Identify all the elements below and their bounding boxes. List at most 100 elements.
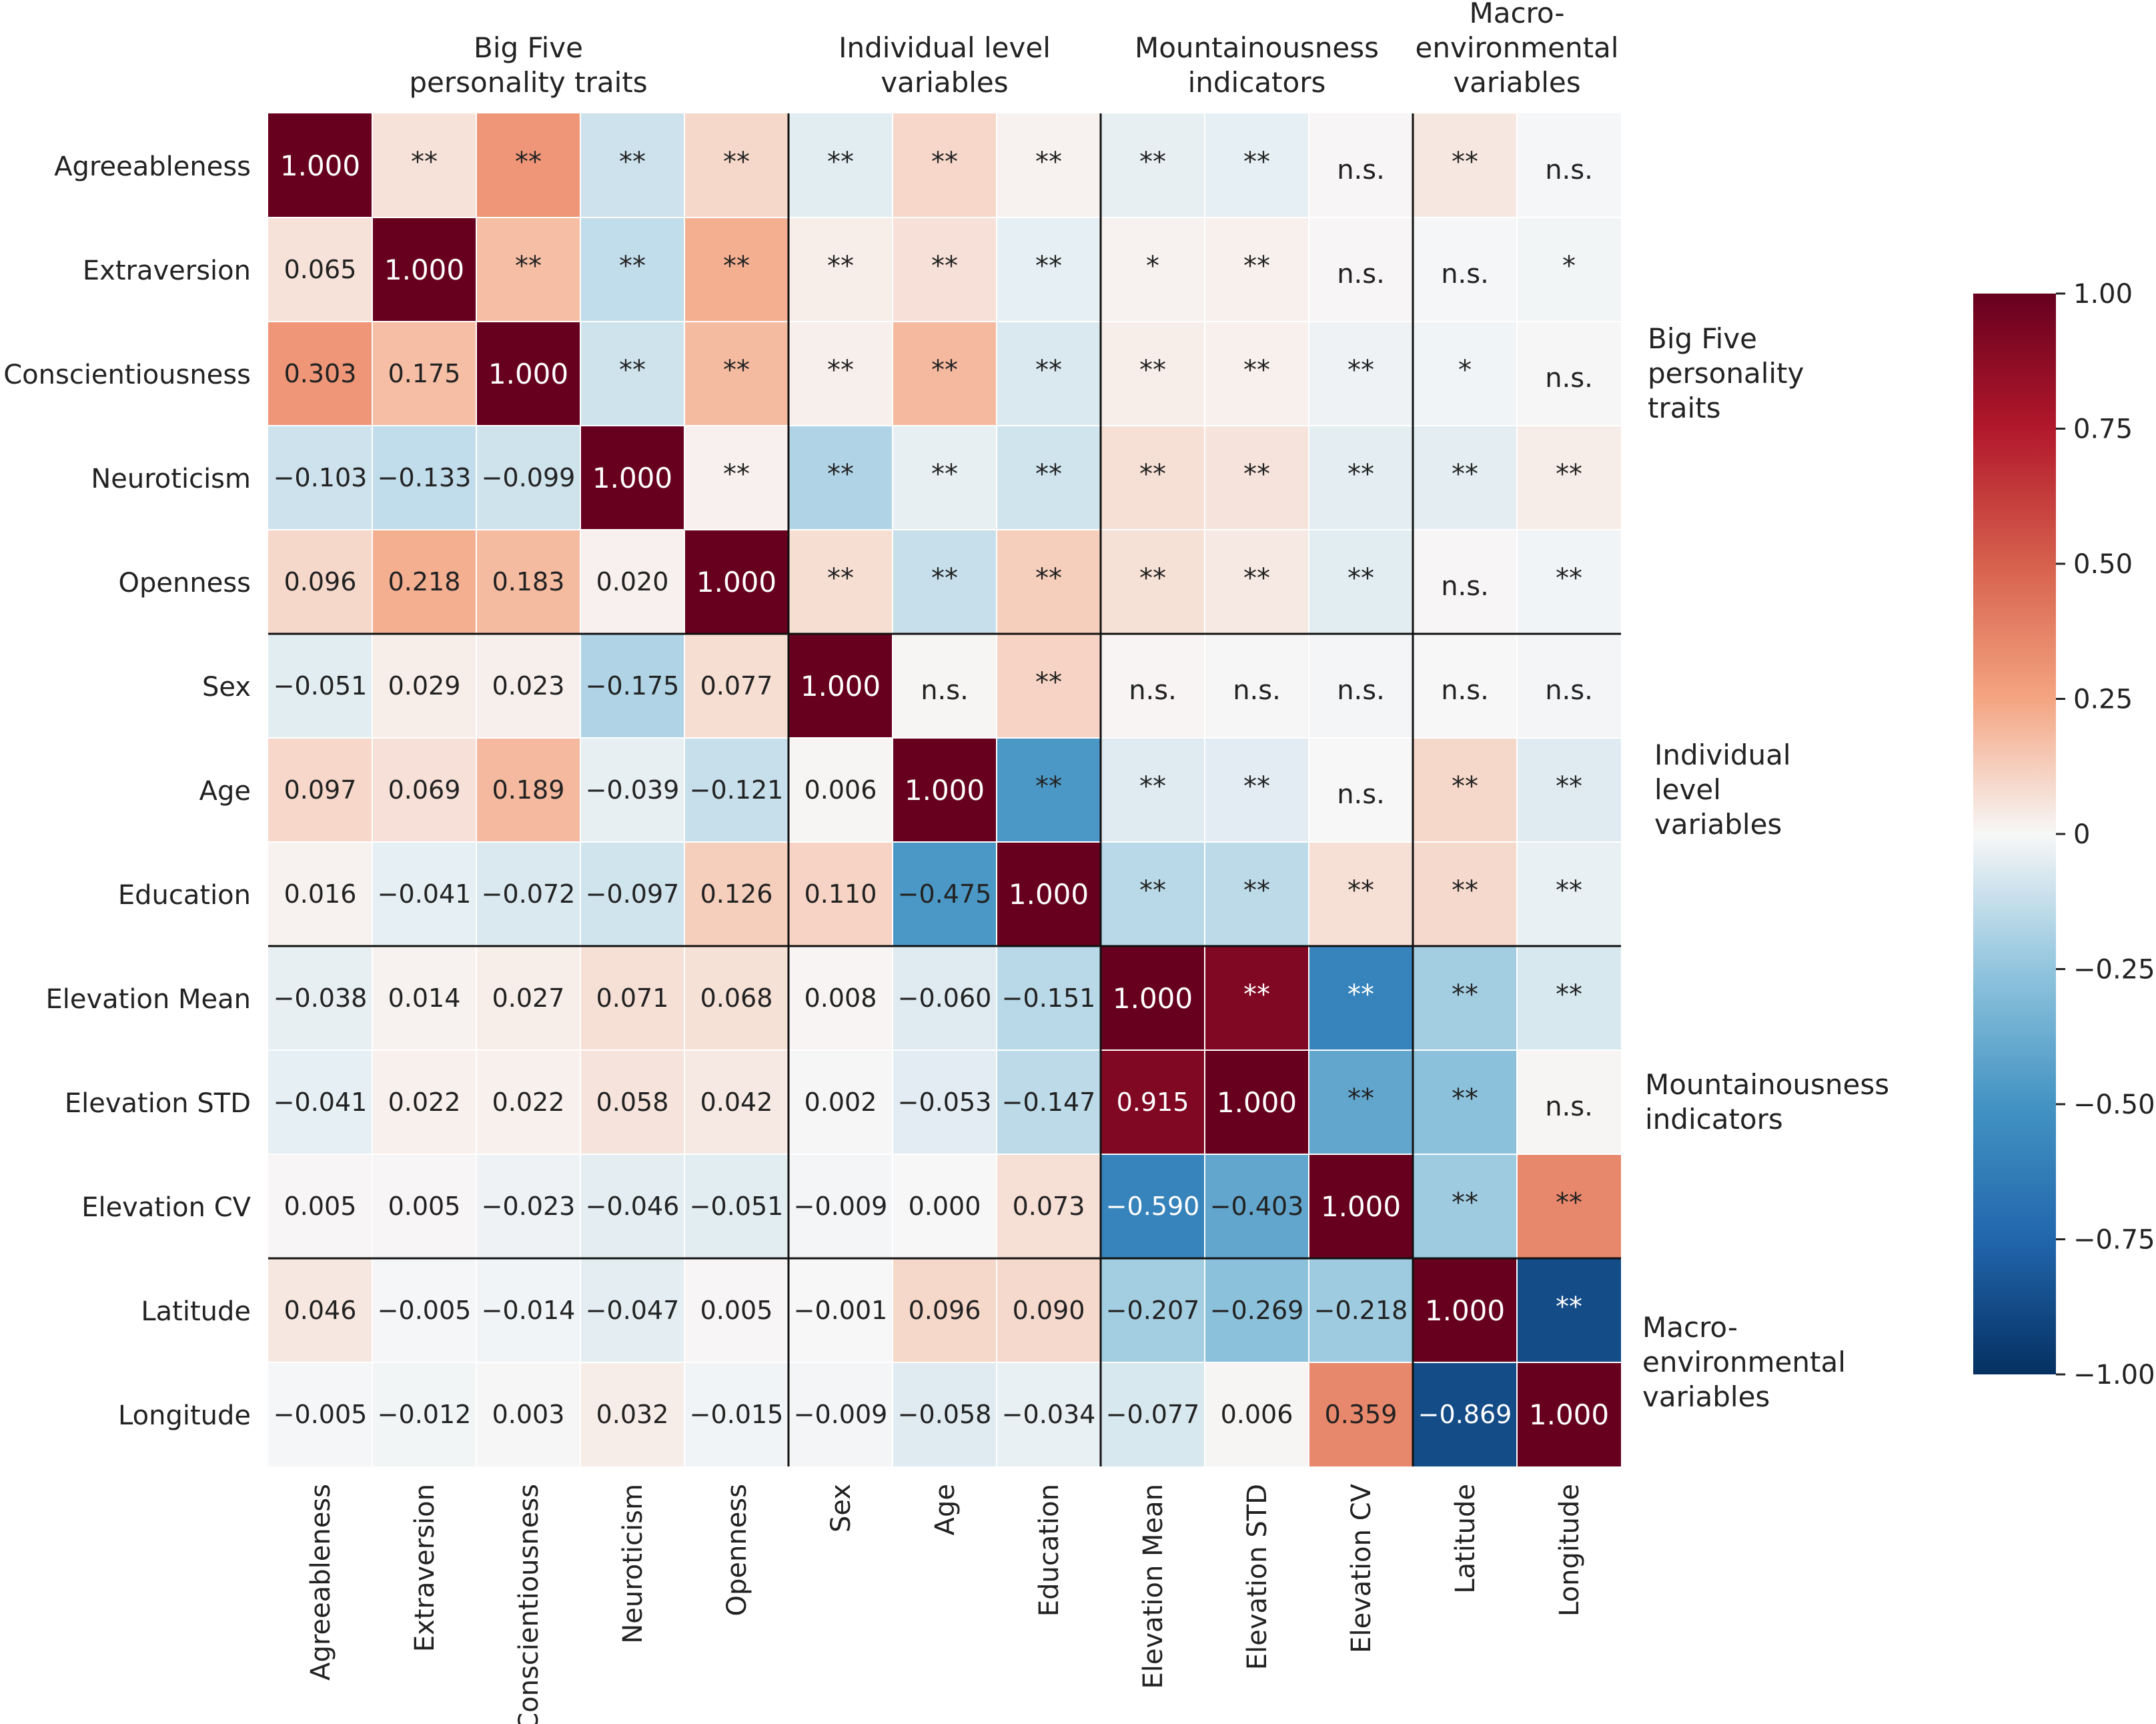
heatmap-cell bbox=[684, 842, 788, 946]
significance-label: n.s. bbox=[1337, 675, 1385, 706]
correlation-value: 0.183 bbox=[492, 567, 565, 596]
correlation-value: −0.207 bbox=[1106, 1296, 1200, 1325]
heatmap-cell bbox=[1309, 426, 1413, 530]
significance-label: ** bbox=[1556, 563, 1582, 594]
colorbar-tick-label: 0.75 bbox=[2073, 414, 2133, 445]
heatmap-cell bbox=[1101, 1258, 1205, 1362]
heatmap-cell bbox=[1517, 218, 1621, 322]
correlation-value: −0.009 bbox=[794, 1192, 888, 1221]
heatmap-cell bbox=[372, 842, 476, 946]
heatmap-cell bbox=[1517, 113, 1621, 218]
significance-label: ** bbox=[1139, 771, 1166, 802]
column-label: Sex bbox=[826, 1484, 857, 1533]
correlation-value: −0.103 bbox=[274, 463, 368, 492]
heatmap-cell bbox=[1101, 842, 1205, 946]
heatmap-cell bbox=[788, 1258, 893, 1362]
heatmap-cell bbox=[893, 738, 997, 842]
correlation-value: −0.041 bbox=[378, 879, 472, 909]
correlation-value: 0.189 bbox=[492, 775, 565, 805]
correlation-value: 0.020 bbox=[596, 567, 669, 596]
heatmap-cell bbox=[372, 738, 476, 842]
correlation-value: −0.097 bbox=[586, 879, 680, 909]
correlation-value: 0.005 bbox=[284, 1192, 357, 1221]
row-labels: Agreeableness Extraversion Conscientiousne… bbox=[3, 151, 251, 1431]
heatmap-cell bbox=[1309, 946, 1413, 1050]
heatmap-cell bbox=[788, 530, 893, 634]
heatmap-cell bbox=[1517, 634, 1621, 738]
heatmap-cell bbox=[268, 530, 372, 634]
colorbar-tick: −0.50 bbox=[2056, 1090, 2155, 1120]
significance-label: ** bbox=[1139, 563, 1166, 594]
heatmap-cell bbox=[1309, 1258, 1413, 1362]
heatmap-cell bbox=[684, 426, 788, 530]
heatmap-cell bbox=[893, 1154, 997, 1258]
correlation-value: 1.000 bbox=[488, 358, 568, 390]
correlation-value: −0.005 bbox=[274, 1400, 368, 1429]
correlation-value: −0.038 bbox=[274, 983, 368, 1013]
heatmap-cell bbox=[684, 1050, 788, 1154]
heatmap-cell bbox=[580, 1050, 684, 1154]
heatmap-cell bbox=[476, 218, 580, 322]
heatmap-cell bbox=[1101, 530, 1205, 634]
correlation-value: 0.096 bbox=[909, 1296, 981, 1325]
heatmap-cell bbox=[788, 634, 893, 738]
colorbar-tick: −1.00 bbox=[2056, 1360, 2155, 1390]
group-title-top: indicators bbox=[1188, 66, 1326, 99]
significance-label: ** bbox=[1348, 563, 1374, 594]
group-title-top: variables bbox=[1453, 66, 1580, 99]
correlation-value: 0.071 bbox=[596, 983, 669, 1013]
heatmap-cell bbox=[893, 842, 997, 946]
heatmap-cell bbox=[580, 113, 684, 218]
heatmap-cell bbox=[580, 1258, 684, 1362]
heatmap-cell bbox=[788, 1362, 893, 1466]
significance-label: n.s. bbox=[1337, 779, 1385, 810]
column-label: Elevation STD bbox=[1242, 1484, 1273, 1670]
correlation-value: 0.029 bbox=[388, 671, 461, 701]
heatmap-cell bbox=[1413, 426, 1517, 530]
heatmap-cell bbox=[1101, 218, 1205, 322]
correlation-value: −0.009 bbox=[794, 1400, 888, 1429]
colorbar-tick: 1.00 bbox=[2056, 279, 2133, 310]
heatmap-cell bbox=[1309, 1050, 1413, 1154]
correlation-value: −0.099 bbox=[482, 463, 576, 492]
correlation-value: −0.058 bbox=[898, 1400, 992, 1429]
correlation-value: 0.032 bbox=[596, 1400, 669, 1429]
heatmap-cell bbox=[476, 1154, 580, 1258]
correlation-value: 0.005 bbox=[388, 1192, 461, 1221]
row-label: Sex bbox=[202, 672, 251, 703]
heatmap-cell bbox=[580, 1154, 684, 1258]
row-label: Extraversion bbox=[83, 256, 251, 286]
heatmap-cell bbox=[893, 113, 997, 218]
correlation-value: 0.110 bbox=[804, 879, 877, 909]
heatmap-cell bbox=[268, 1050, 372, 1154]
significance-label: ** bbox=[723, 147, 750, 177]
heatmap-cell bbox=[580, 842, 684, 946]
significance-label: ** bbox=[619, 355, 646, 386]
heatmap-cell bbox=[268, 426, 372, 530]
row-label: Elevation CV bbox=[81, 1192, 251, 1223]
heatmap-cell bbox=[893, 322, 997, 426]
heatmap-cell bbox=[1101, 634, 1205, 738]
correlation-value: −0.034 bbox=[1002, 1400, 1096, 1429]
heatmap-cell bbox=[268, 1154, 372, 1258]
heatmap-cell bbox=[1309, 634, 1413, 738]
row-label: Latitude bbox=[141, 1296, 251, 1327]
correlation-value: −0.175 bbox=[586, 671, 680, 701]
heatmap-cell bbox=[1205, 113, 1309, 218]
heatmap-cell bbox=[268, 1258, 372, 1362]
correlation-value: 1.000 bbox=[384, 254, 464, 286]
row-label: Agreeableness bbox=[54, 151, 251, 182]
heatmap-cell bbox=[476, 634, 580, 738]
heatmap-cell bbox=[788, 426, 893, 530]
heatmap-cell bbox=[788, 218, 893, 322]
group-title-side: Mountainousness bbox=[1645, 1068, 1889, 1101]
heatmap-cell bbox=[1205, 1154, 1309, 1258]
correlation-value: 0.065 bbox=[284, 255, 357, 284]
colorbar-gradient bbox=[1973, 294, 2056, 1374]
correlation-value: −0.072 bbox=[482, 879, 576, 909]
correlation-value: −0.060 bbox=[898, 983, 992, 1013]
significance-label: ** bbox=[1243, 563, 1270, 594]
correlation-value: −0.047 bbox=[586, 1296, 680, 1325]
correlation-value: −0.269 bbox=[1210, 1296, 1304, 1325]
